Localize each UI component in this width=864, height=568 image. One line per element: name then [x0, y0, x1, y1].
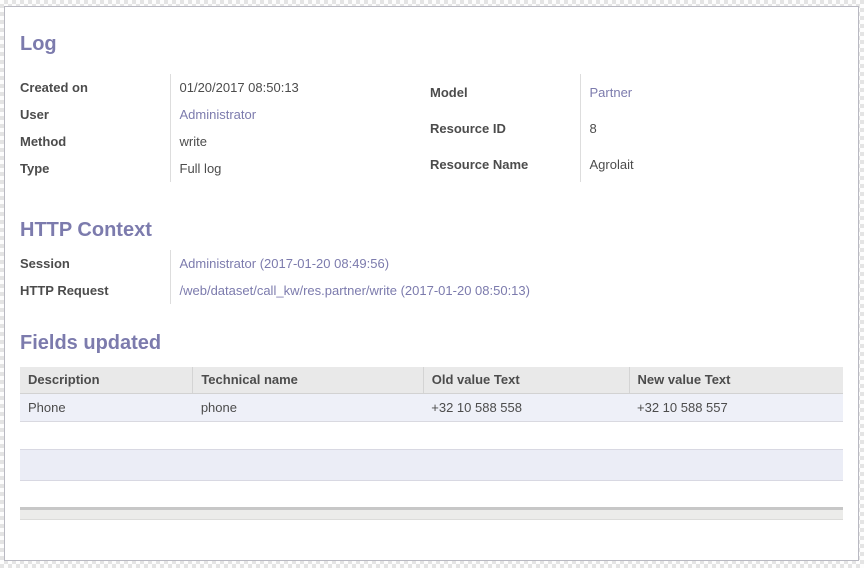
created-on-label: Created on: [20, 80, 88, 95]
cell-old-value: +32 10 588 558: [423, 393, 630, 422]
field-row-user: User Administrator: [20, 101, 412, 128]
cell-technical-name: phone: [192, 393, 424, 422]
log-left-group: Created on 01/20/2017 08:50:13 User Admi…: [20, 74, 412, 182]
column-header-new-value[interactable]: New value Text: [629, 367, 843, 394]
user-link[interactable]: Administrator: [179, 107, 257, 122]
empty-list-strip: [20, 448, 843, 481]
field-row-type: Type Full log: [20, 155, 412, 182]
model-link[interactable]: Partner: [589, 84, 633, 100]
http-context-group: Session Administrator (2017-01-20 08:49:…: [20, 250, 843, 304]
resource-id-value: 8: [579, 110, 843, 146]
fields-table-header-row: Description Technical name Old value Tex…: [20, 367, 843, 394]
horizontal-scrollbar[interactable]: [20, 506, 843, 520]
cell-new-value: +32 10 588 557: [629, 393, 843, 422]
log-section-title: Log: [20, 33, 57, 55]
field-row-created-on: Created on 01/20/2017 08:50:13: [20, 74, 412, 101]
session-label: Session: [20, 256, 70, 271]
field-row-resource-name: Resource Name Agrolait: [430, 146, 843, 182]
fields-updated-section-title: Fields updated: [20, 332, 162, 354]
log-right-group: Model Partner Resource ID 8 Resource Nam…: [430, 74, 843, 182]
field-row-http-request: HTTP Request /web/dataset/call_kw/res.pa…: [20, 277, 843, 304]
column-header-technical-name[interactable]: Technical name: [192, 367, 424, 394]
http-request-link[interactable]: /web/dataset/call_kw/res.partner/write (…: [179, 283, 530, 298]
type-value: Full log: [169, 155, 412, 182]
resource-id-label: Resource ID: [430, 120, 506, 136]
http-context-section-title: HTTP Context: [20, 219, 152, 241]
table-row[interactable]: Phone phone +32 10 588 558 +32 10 588 55…: [20, 393, 843, 422]
method-value: write: [169, 128, 412, 155]
type-label: Type: [20, 161, 50, 176]
field-row-session: Session Administrator (2017-01-20 08:49:…: [20, 250, 843, 277]
field-row-model: Model Partner: [430, 74, 843, 110]
log-field-groups: Created on 01/20/2017 08:50:13 User Admi…: [20, 74, 843, 182]
field-row-method: Method write: [20, 128, 412, 155]
field-row-resource-id: Resource ID 8: [430, 110, 843, 146]
column-header-description[interactable]: Description: [20, 367, 194, 394]
fields-updated-table: Description Technical name Old value Tex…: [20, 367, 843, 422]
cell-description: Phone: [20, 393, 193, 422]
resource-name-label: Resource Name: [430, 156, 529, 172]
created-on-value: 01/20/2017 08:50:13: [169, 74, 412, 101]
model-label: Model: [430, 84, 468, 100]
method-label: Method: [20, 134, 67, 149]
user-label: User: [20, 107, 49, 122]
log-form-card: Log Created on 01/20/2017 08:50:13 User …: [4, 6, 859, 561]
resource-name-value: Agrolait: [579, 146, 843, 182]
session-link[interactable]: Administrator (2017-01-20 08:49:56): [179, 256, 390, 271]
http-request-label: HTTP Request: [20, 283, 109, 298]
column-header-old-value[interactable]: Old value Text: [423, 367, 630, 394]
